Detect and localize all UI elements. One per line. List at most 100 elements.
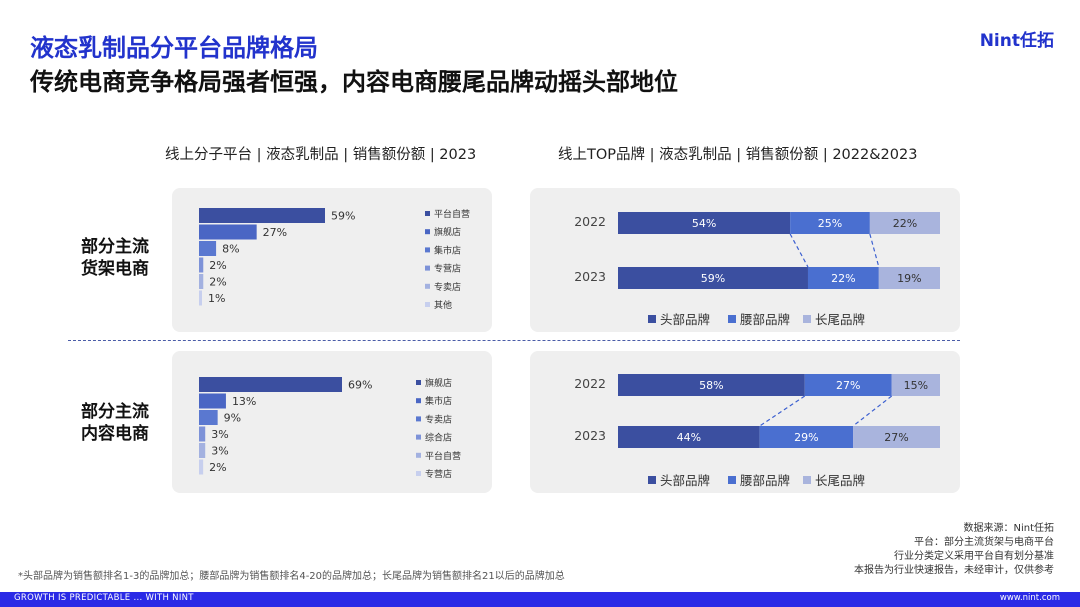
shelf-platform-bar — [199, 208, 325, 223]
shelf-platform-legend-label: 旗舰店 — [434, 226, 461, 238]
content-platform-legend-swatch — [416, 471, 421, 476]
category-note: 行业分类定义采用平台自有划分基准 — [894, 551, 1054, 562]
source-notes: 数据来源：Nint任拓 平台：部分主流货架与电商平台 行业分类定义采用平台自有划… — [854, 522, 1054, 578]
shelf-platform-legend-swatch — [425, 247, 430, 253]
shelf-platform-value-label: 8% — [222, 243, 239, 256]
content-brand-segment-label: 15% — [904, 379, 928, 392]
content-platform-value-label: 3% — [211, 428, 228, 441]
platform-note: 平台：部分主流货架与电商平台 — [914, 537, 1054, 548]
content-platform-legend-label: 专营店 — [425, 468, 452, 480]
content-brand-legend-label: 腰部品牌 — [740, 473, 790, 488]
content-platform-legend-swatch — [416, 380, 421, 385]
content-platform-value-label: 3% — [211, 445, 228, 458]
shelf-brand-segment-label: 19% — [897, 272, 921, 285]
content-platform-bar — [199, 377, 342, 392]
row-label-content: 部分主流 内容电商 — [70, 401, 160, 445]
content-platform-value-label: 2% — [209, 461, 226, 474]
shelf-platform-value-label: 2% — [209, 276, 226, 289]
shelf-platform-value-label: 59% — [331, 210, 355, 223]
content-brand-year-label: 2023 — [574, 428, 606, 443]
row-label-content-line1: 部分主流 — [81, 402, 149, 422]
content-platform-legend-label: 综合店 — [425, 432, 452, 444]
content-platform-bar — [199, 443, 206, 458]
shelf-brand-legend-label: 长尾品牌 — [815, 312, 865, 327]
section-divider — [68, 340, 960, 341]
footer-bar — [0, 592, 1080, 607]
shelf-brand-segment-label: 25% — [818, 217, 842, 230]
content-brand-legend-label: 头部品牌 — [660, 473, 710, 488]
shelf-brand-connector — [789, 233, 809, 268]
shelf-brand-legend-swatch — [728, 315, 736, 323]
content-brand-year-label: 2022 — [574, 376, 606, 391]
shelf-platform-bar — [199, 274, 204, 289]
shelf-platform-bar — [199, 224, 257, 240]
shelf-brand-segment — [807, 267, 879, 289]
shelf-brand-segment — [878, 267, 940, 289]
content-brand-segment — [618, 426, 760, 448]
content-brand-segment — [759, 426, 854, 448]
shelf-brand-legend-label: 腰部品牌 — [740, 312, 790, 327]
shelf-platform-legend-label: 专营店 — [434, 263, 461, 275]
footnote: *头部品牌为销售额排名1-3的品牌加总；腰部品牌为销售额排名4-20的品牌加总；… — [18, 571, 565, 582]
footer-website[interactable]: www.nint.com — [999, 593, 1060, 603]
content-brand-segment — [891, 374, 940, 396]
content-platform-bar — [199, 410, 218, 425]
shelf-platform-value-label: 2% — [209, 259, 226, 272]
footer-tagline: GROWTH IS PREDICTABLE ... WITH NINT — [14, 593, 194, 603]
shelf-brand-segment-label: 22% — [831, 272, 855, 285]
shelf-brand-segment — [618, 212, 791, 234]
shelf-platform-bar — [199, 290, 202, 306]
left-section-heading: 线上分子平台 | 液态乳制品 | 销售额份额 | 2023 — [165, 147, 477, 163]
shelf-brand-segment-label: 22% — [893, 217, 917, 230]
shelf-platform-bar — [199, 241, 217, 256]
shelf-brand-segment-label: 59% — [701, 272, 725, 285]
row-label-content-line2: 内容电商 — [81, 424, 149, 444]
brand-logo: Nint任拓 — [979, 31, 1054, 51]
content-platform-bar — [199, 393, 226, 409]
panel-content-platform — [172, 351, 492, 493]
shelf-platform-legend-swatch — [425, 229, 430, 235]
shelf-brand-legend-label: 头部品牌 — [660, 312, 710, 327]
shelf-platform-legend-label: 专卖店 — [434, 281, 461, 293]
shelf-platform-legend-swatch — [425, 302, 430, 307]
shelf-brand-year-label: 2022 — [574, 214, 606, 229]
content-platform-legend-label: 平台自营 — [425, 450, 461, 462]
content-platform-bar — [199, 426, 206, 442]
shelf-brand-segment — [618, 267, 808, 289]
row-label-shelf-line1: 部分主流 — [81, 237, 149, 257]
content-brand-segment-label: 44% — [677, 431, 701, 444]
row-label-shelf: 部分主流 货架电商 — [70, 236, 160, 280]
shelf-platform-value-label: 1% — [208, 292, 225, 305]
shelf-platform-value-label: 27% — [263, 226, 287, 239]
page-title: 液态乳制品分平台品牌格局 — [30, 34, 318, 62]
content-platform-value-label: 13% — [232, 395, 256, 408]
shelf-brand-segment — [790, 212, 870, 234]
shelf-platform-bar — [199, 257, 204, 273]
shelf-brand-year-label: 2023 — [574, 269, 606, 284]
content-platform-value-label: 69% — [348, 379, 372, 392]
shelf-brand-legend-swatch — [803, 315, 811, 323]
shelf-platform-legend-label: 其他 — [434, 299, 452, 311]
shelf-brand-legend-swatch — [648, 315, 656, 323]
shelf-brand-segment-label: 54% — [692, 217, 716, 230]
content-brand-segment — [804, 374, 892, 396]
content-brand-legend-swatch — [648, 476, 656, 484]
shelf-platform-legend-swatch — [425, 211, 430, 216]
shelf-brand-connector — [869, 233, 880, 268]
content-brand-segment — [618, 374, 805, 396]
content-platform-legend-swatch — [416, 434, 421, 440]
content-brand-legend-swatch — [803, 476, 811, 484]
shelf-platform-legend-swatch — [425, 265, 430, 271]
content-platform-legend-label: 专卖店 — [425, 413, 452, 425]
right-section-heading: 线上TOP品牌 | 液态乳制品 | 销售额份额 | 2022&2023 — [558, 147, 918, 163]
content-platform-legend-label: 旗舰店 — [425, 377, 452, 389]
content-brand-segment-label: 27% — [884, 431, 908, 444]
row-label-shelf-line2: 货架电商 — [81, 259, 149, 279]
shelf-platform-legend-label: 集市店 — [434, 244, 461, 256]
content-brand-segment-label: 27% — [836, 379, 860, 392]
shelf-platform-legend-swatch — [425, 283, 430, 289]
content-platform-legend-swatch — [416, 416, 421, 422]
content-platform-value-label: 9% — [224, 412, 241, 425]
content-brand-segment — [853, 426, 940, 448]
